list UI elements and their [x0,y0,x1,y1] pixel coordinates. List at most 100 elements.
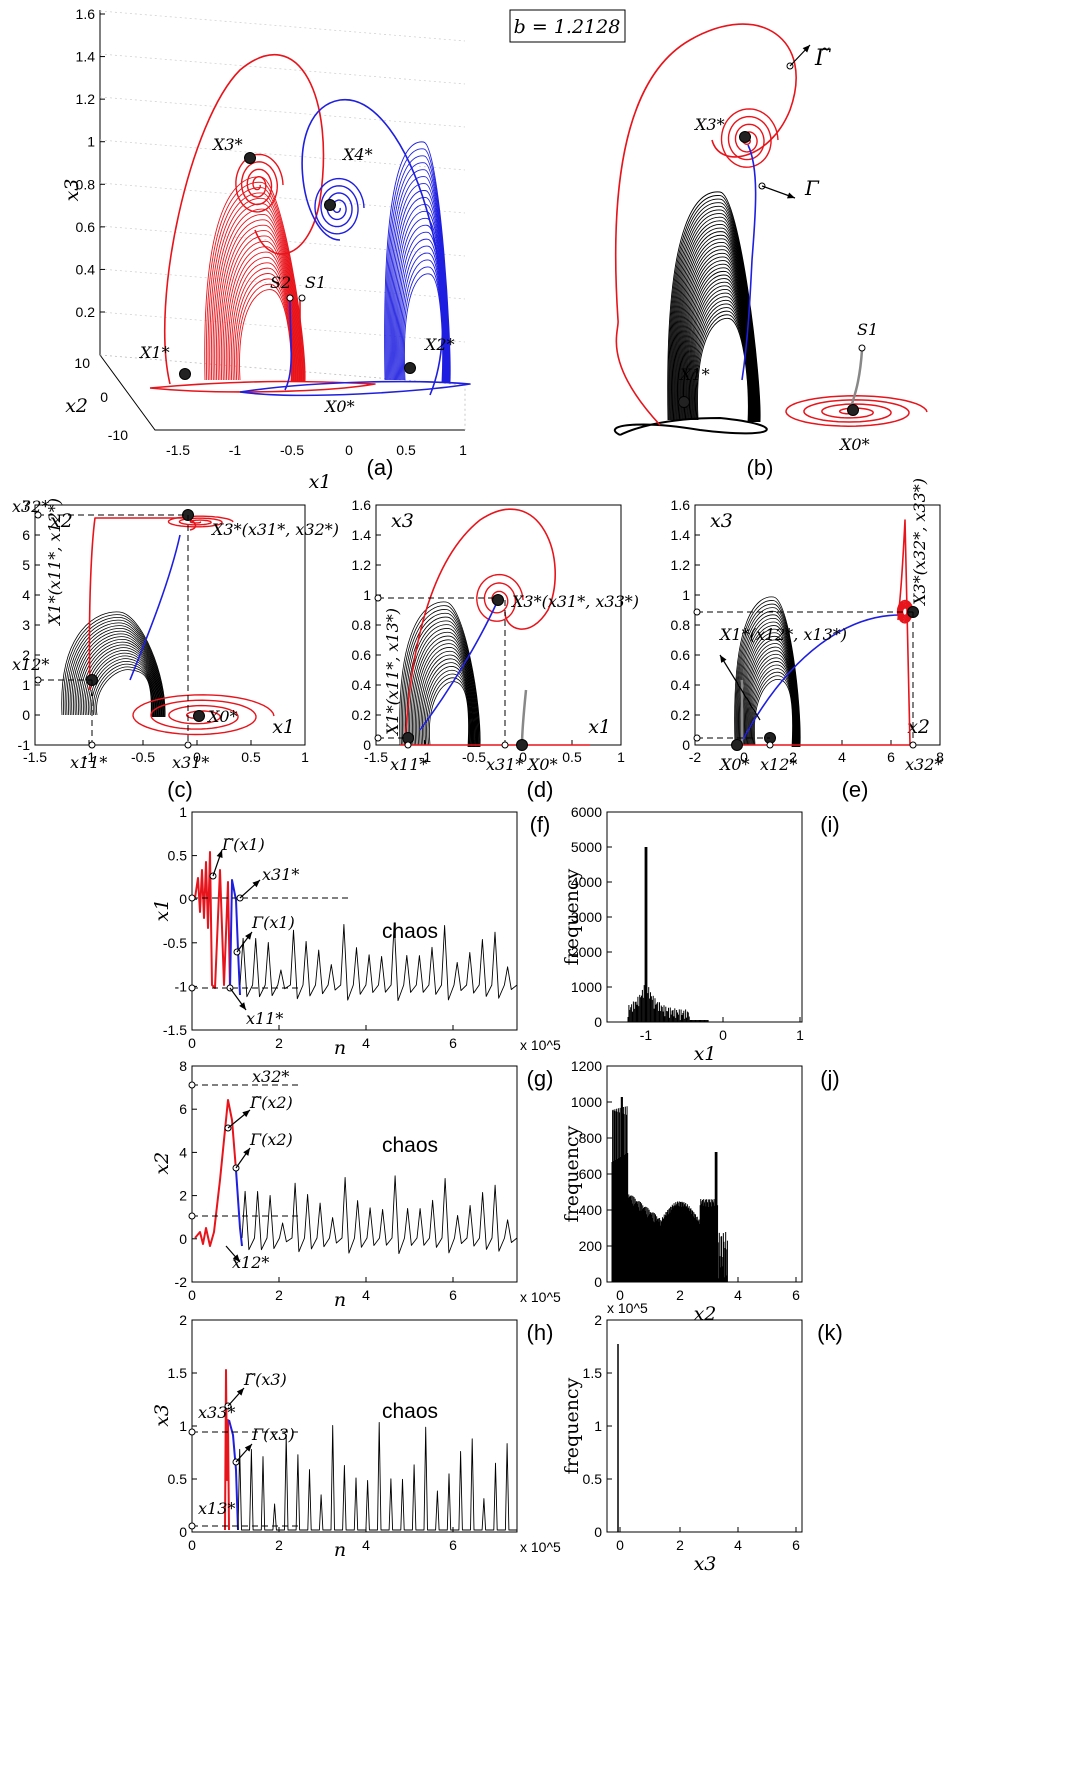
red-chaotic-attractor [205,181,305,383]
y-tick-label: 7 [22,497,30,513]
3d-grid [99,182,466,214]
x-tick-label: 2 [676,1537,684,1553]
s2-label: S2 [270,273,291,292]
x32-marker [34,511,42,519]
label-x1-coords: X1*(x11*, x12*) [45,498,64,627]
pointer-arrow [719,654,761,721]
red-chaotic-attractor [219,224,300,383]
red-chaotic-attractor [214,208,302,383]
red-spiral-x0 [132,694,275,736]
label-x0-star: X0* [206,707,238,726]
gamma-label: Γ(x3) [251,1425,295,1444]
x-tick-label: 0 [740,749,748,765]
x-tick-label: 0.5 [562,749,582,765]
arrow-head [245,932,252,940]
y-tick-label: 4 [22,587,30,603]
y-tick-label: 2000 [571,944,602,960]
panel-label: (h) [527,1320,554,1345]
y-tick-label: 0.4 [352,677,372,693]
x32-marker [909,741,917,749]
marker-dot [188,1081,196,1089]
x-scale-label: x 10^5 [520,1539,561,1555]
y-tick-label: 1.6 [671,497,691,513]
y-tick-label: 2 [179,1188,187,1204]
axes-frame [34,504,306,746]
blue-trajectory [419,599,499,731]
3d-grid [99,311,466,343]
s2-marker [286,294,294,302]
x-tick-label: 0 [188,1035,196,1051]
x-tick-label: 6 [449,1035,457,1051]
label-x3-coords: X3*(x31*, x33*) [510,592,639,611]
y-tick-label: 0.8 [76,176,96,192]
label-x12: x12* [760,755,797,774]
y-tick-label: 4000 [571,874,602,890]
axes-frame [191,1065,518,1283]
label-x31: x31* [172,753,209,772]
x3-axis-label: x3 [61,179,83,202]
y-tick-label: 0 [179,891,187,907]
x-axis-label: x2 [907,716,930,738]
panel-label: (j) [820,1066,840,1091]
label-x1-star: X1* [138,343,170,362]
equilibrium-x0 [847,404,859,416]
3d-grid [99,268,466,300]
chaotic-series [237,1422,517,1531]
equilibrium-x3 [739,131,751,143]
x1-tick-label: 1 [459,442,467,458]
y-axis-label: x1 [151,899,173,922]
y-tick-label: 1 [87,134,95,150]
x11-marker [88,741,96,749]
y-tick-label: 5000 [571,839,602,855]
black-chaotic-attractor [697,318,749,423]
panel-d-projection-x1-x3: -1.5 -1 -0.5 0 0.5 1 0 0.2 0.4 0.6 0.8 1 1.2 1.4 1.6 x1… [352,497,639,802]
y-tick-label: -1 [18,737,31,753]
n-axis-label: n [334,1289,346,1311]
panel-label: (c) [167,777,193,802]
x-tick-label: 0 [519,749,527,765]
y-tick-label: 6000 [571,804,602,820]
label-x3-coords: X3*(x32*, x33*) [910,478,929,607]
red-chaotic-attractor [210,197,303,383]
s1-label: S1 [305,273,326,292]
arrow-head [236,1388,244,1396]
arrow-head [720,655,727,663]
y-tick-label: 1 [179,1418,187,1434]
y-tick-label: 1 [682,587,690,603]
label-x0-star: X0* [718,755,750,774]
panel-c-projection-x1-x2: -1.5 -1 -0.5 0 0.5 1-101234567x1x2(c)X3*(x31*… [12,497,339,802]
black-attractor [94,666,153,718]
y-tick-label: 1.4 [76,49,96,65]
x31-marker [501,741,509,749]
x33-marker [693,608,701,616]
y-tick-label: 0.6 [76,219,96,235]
y-tick-label: 6 [179,1101,187,1117]
x1-tick-label: 0 [345,442,353,458]
marker-dot [188,984,196,992]
x-tick-label: 2 [275,1035,283,1051]
red-chaotic-attractor [217,219,301,383]
panel-label: (d) [527,777,554,802]
x-tick-label: 6 [792,1287,800,1303]
y-tick-label: 2 [22,647,30,663]
black-attractor [78,639,159,718]
x-tick-label: -1.5 [23,749,47,765]
y-tick-label: 0.4 [671,677,691,693]
gamma-tilde-label: Γ̃ [814,46,831,71]
y-tick-label: 1000 [571,979,602,995]
black-attractor [400,605,480,748]
panel-k-x3-histogram: 2 1.5 1 0.5 00 2 4 6 x3 frequency (k) x 10^5 [561,1300,843,1575]
y-tick-label: 0 [22,707,30,723]
black-attractor [92,663,153,718]
level-label-b: x13* [198,1499,235,1518]
chaos-label: chaos [382,1400,438,1423]
label-x1-coords: X1*(x12*, x13*) [718,625,847,644]
red-trajectory [897,519,911,746]
panel-label-a: (a) [367,455,394,480]
y-tick-label: 5 [22,557,30,573]
y-tick-label: 0.2 [671,707,691,723]
y-tick-label: 4 [179,1144,187,1160]
panel-label: (i) [820,812,840,837]
